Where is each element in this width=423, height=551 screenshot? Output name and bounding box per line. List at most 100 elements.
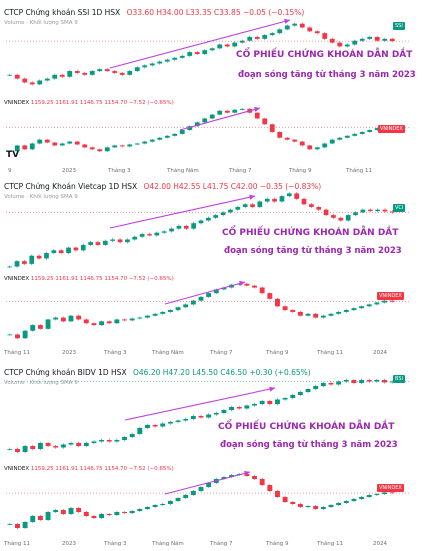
candle-body [252,404,257,406]
panel3-exchange: HSX [121,182,138,191]
candle-body [60,444,66,448]
candle-body [22,78,28,83]
candle-body [198,416,204,418]
candle-body [161,231,167,233]
candle-body [175,498,181,501]
candle-body [137,428,143,434]
candle-body [366,304,372,307]
candle-body [359,38,365,41]
candle-body [67,71,73,77]
candle-body [359,131,365,134]
candle-body [257,201,263,207]
panel5-ohlc: O46.20 H47.20 L45.50 C46.50 +0.30 (+0.65… [132,368,311,377]
candle-body [290,310,296,312]
candle-body [305,506,311,507]
x-tick: 2024 [373,541,387,547]
candle-body [119,72,125,75]
candle-body [309,204,314,207]
candle-body [305,389,311,392]
panel3-ohlc: O42.00 H42.55 L41.75 C42.00 −0.35 (−0.83… [143,182,322,191]
candle-body [110,239,116,241]
candle-body [217,110,223,115]
candle-body [206,217,211,221]
candle-body [389,300,395,302]
candle-body [314,147,320,150]
candle-body [198,220,204,224]
candle-body [7,266,13,268]
candle-body [190,416,196,419]
candle-body [389,381,395,383]
candle-body [375,209,380,212]
candle-body [297,392,303,395]
candle-body [290,395,296,398]
candle-body [213,289,219,294]
candle-body [366,380,372,382]
candle-body [164,135,170,138]
candle-body [345,215,351,221]
x-tick: Tháng Năm [152,541,184,547]
candle-body [316,206,322,210]
candle-body [132,236,138,240]
panel2-last-tag: VNINDEX [378,125,405,133]
candle-body [267,293,273,299]
candle-body [367,130,373,132]
candle-body [328,505,334,507]
panel5-annotation-1: CỔ PHIẾU CHỨNG KHOÁN DẪN DẮT [218,422,395,432]
candle-body [284,137,290,140]
candle-body [104,147,110,152]
candle-body [259,479,265,485]
panel2-header: VNINDEX 1159.25 1161.91 1146.75 1154.70 … [4,100,174,106]
candle-body [290,502,296,504]
candle-body [59,143,65,146]
candle-body [202,118,208,123]
candle-body [198,296,204,301]
trend-arrow-head [254,106,260,112]
candle-body [217,44,223,49]
candle-body [206,483,212,487]
candle-body [294,193,300,199]
candle-body [314,31,320,34]
x-tick: 2023 [62,350,76,356]
candle-body [183,304,189,308]
candle-body [152,313,158,316]
candle-body [15,334,20,339]
candle-body [172,57,178,60]
candle-body [292,23,298,26]
candle-body [351,499,357,501]
trend-arrow-head [239,280,245,286]
candle-body [83,512,89,516]
candle-body [99,514,105,518]
candle-body [44,78,50,81]
candle-body [382,380,387,383]
candle-body [145,507,150,509]
candle-body [45,512,51,520]
candle-body [322,143,328,148]
trend-arrow [179,107,261,131]
candle-body [91,441,97,443]
trend-arrow [164,281,246,305]
candle-body [272,198,277,202]
candle-body [374,302,380,305]
candle-body [76,315,82,320]
candle-body [252,476,257,479]
candle-body [374,128,380,131]
candle-body [267,485,273,491]
candle-body [104,69,110,72]
candle-body [254,112,260,119]
panel1-interval: 1D [91,8,103,17]
candle-body [51,250,57,254]
candle-body [359,380,365,383]
x-tick: Tháng Năm [167,168,199,174]
candle-body [53,446,59,448]
candle-body [344,135,350,138]
candle-body [229,407,235,410]
candle-body [68,443,74,445]
candle-body [53,510,59,512]
candle-body [389,211,395,213]
candle-body [127,144,133,147]
candle-body [382,209,388,212]
candle-body [236,283,242,285]
x-tick: Tháng 9 [266,350,289,356]
